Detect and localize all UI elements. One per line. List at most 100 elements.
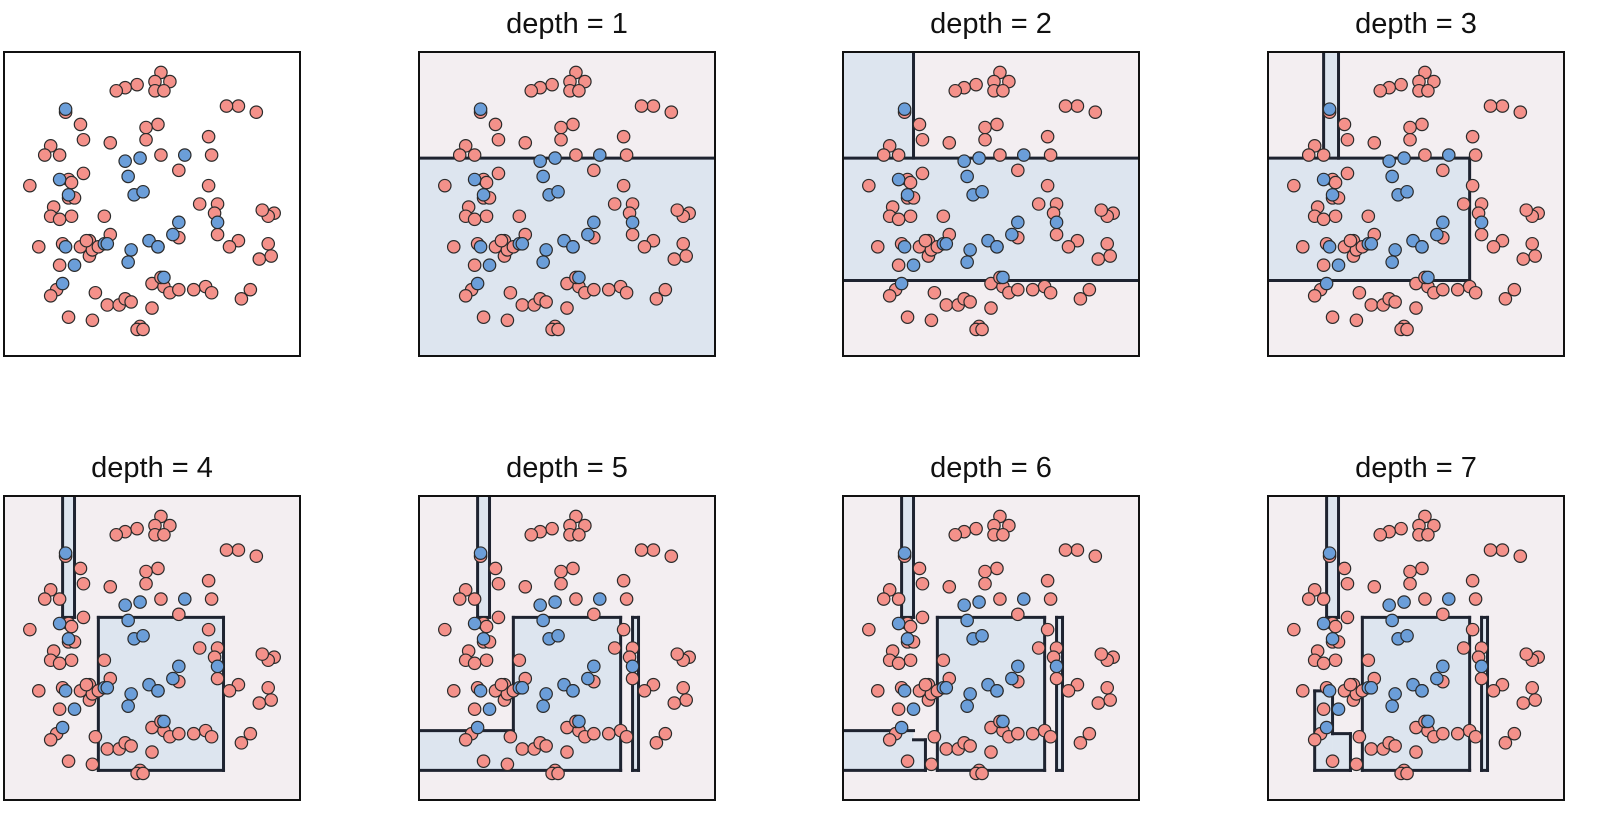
point-class-a — [512, 653, 527, 668]
point-class-a — [139, 576, 153, 591]
point-class-a — [467, 656, 482, 671]
point-class-a — [154, 592, 168, 606]
point-class-a — [201, 178, 216, 193]
point-class-b — [539, 687, 553, 701]
point-class-a — [912, 561, 927, 576]
point-class-b — [990, 684, 1004, 698]
point-class-a — [438, 622, 452, 637]
point-class-b — [476, 188, 491, 202]
point-class-b — [124, 687, 138, 701]
point-class-a — [201, 129, 216, 144]
point-class-a — [467, 258, 482, 272]
point-class-a — [446, 684, 461, 698]
point-class-a — [572, 83, 586, 98]
point-class-a — [924, 313, 939, 328]
point-class-b — [1415, 240, 1429, 254]
point-class-a — [984, 745, 998, 759]
point-class-a — [1316, 258, 1331, 272]
point-class-b — [52, 616, 67, 631]
point-class-b — [1397, 151, 1411, 165]
point-class-a — [204, 592, 219, 606]
point-class-a — [1088, 105, 1103, 119]
point-class-a — [667, 696, 682, 710]
point-class-a — [1421, 83, 1435, 98]
point-class-a — [554, 132, 568, 147]
point-class-a — [479, 175, 494, 190]
point-class-a — [503, 729, 518, 744]
point-class-b — [515, 236, 530, 251]
point-class-a — [1316, 656, 1331, 671]
point-class-b — [1322, 102, 1337, 116]
point-class-b — [972, 151, 986, 165]
point-class-a — [1495, 99, 1510, 113]
point-class-b — [515, 680, 530, 695]
point-class-a — [1340, 166, 1355, 181]
point-class-a — [637, 240, 652, 254]
point-class-b — [587, 215, 601, 230]
point-class-b — [581, 671, 595, 686]
point-class-a — [646, 99, 661, 113]
point-class-a — [587, 726, 601, 741]
point-class-a — [145, 301, 159, 315]
point-class-a — [136, 766, 150, 781]
point-class-b — [1316, 172, 1331, 187]
point-class-a — [625, 671, 640, 686]
point-class-a — [918, 233, 933, 248]
point-class-a — [616, 178, 631, 193]
point-class-a — [204, 729, 219, 744]
point-class-a — [566, 117, 580, 132]
point-class-a — [222, 240, 237, 254]
point-class-a — [467, 702, 482, 716]
point-class-b — [467, 616, 482, 631]
point-class-a — [607, 197, 622, 211]
point-class-a — [479, 653, 494, 668]
point-class-a — [1043, 148, 1058, 162]
point-class-b — [61, 632, 76, 646]
point-class-a — [204, 148, 219, 162]
point-class-a — [1367, 136, 1382, 150]
point-class-b — [473, 240, 488, 254]
point-class-b — [592, 148, 607, 162]
point-class-a — [157, 83, 171, 98]
point-class-a — [458, 289, 473, 303]
plot-frame — [1267, 495, 1565, 801]
point-class-a — [64, 653, 79, 668]
point-class-a — [264, 249, 278, 263]
point-class-b — [897, 546, 912, 560]
point-class-a — [1025, 726, 1040, 741]
point-class-a — [210, 227, 225, 242]
point-class-a — [539, 295, 553, 309]
point-class-a — [204, 285, 219, 300]
point-class-a — [1040, 622, 1055, 637]
point-class-a — [64, 619, 79, 634]
point-class-b — [939, 236, 954, 251]
point-class-b — [1322, 684, 1337, 698]
point-class-a — [467, 148, 482, 162]
point-class-b — [900, 632, 915, 646]
point-class-a — [476, 310, 491, 325]
point-class-a — [1340, 132, 1355, 147]
point-class-a — [192, 197, 207, 211]
point-class-b — [482, 258, 497, 272]
point-class-b — [891, 172, 906, 187]
point-class-a — [560, 301, 574, 315]
point-class-a — [862, 178, 876, 193]
point-class-a — [1058, 99, 1073, 113]
point-class-b — [996, 714, 1010, 729]
point-class-a — [1061, 240, 1076, 254]
point-class-a — [124, 739, 138, 753]
point-class-a — [192, 641, 207, 655]
point-class-a — [1403, 120, 1417, 135]
scatter-plot — [1267, 495, 1565, 801]
decision-region — [1056, 617, 1063, 771]
point-class-a — [1403, 564, 1417, 579]
point-class-a — [1325, 754, 1340, 769]
point-class-a — [1388, 295, 1402, 309]
point-class-b — [1316, 616, 1331, 631]
point-class-b — [121, 613, 135, 628]
point-class-a — [243, 726, 258, 741]
point-class-a — [219, 99, 234, 113]
point-class-b — [581, 227, 595, 242]
point-class-a — [76, 166, 91, 181]
point-class-b — [533, 154, 547, 168]
